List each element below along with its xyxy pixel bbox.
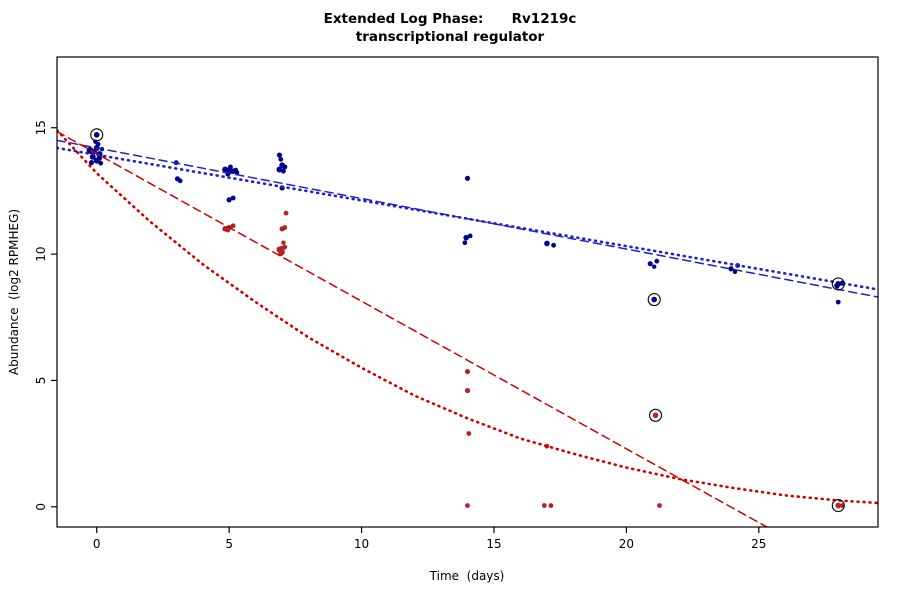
x-tick-label: 5	[225, 537, 233, 551]
y-tick-label: 15	[34, 120, 48, 135]
blue-replicates-point	[467, 233, 473, 239]
blue-replicates-point	[177, 178, 183, 184]
blue-replicates-point	[276, 152, 283, 158]
outlier-dot	[93, 132, 100, 138]
outlined-points	[90, 128, 845, 513]
blue-replicates-series	[86, 139, 845, 305]
outlined-point	[831, 498, 845, 513]
x-tick-label: 0	[93, 537, 101, 551]
chart-title-line2: transcriptional regulator	[355, 29, 545, 45]
y-tick-label: 5	[34, 377, 48, 385]
red-replicates-point	[283, 210, 289, 216]
blue-replicates-point	[276, 166, 283, 173]
blue-replicates-point	[463, 234, 469, 241]
chart-title: Extended Log Phase: Rv1219c transcriptio…	[324, 10, 577, 46]
axes: 0 5 10 15 20 25 0 5 10 15	[34, 120, 766, 551]
y-axis-label: Abundance (log2 RPMHEG)	[7, 208, 21, 376]
blue-replicates-point	[88, 160, 95, 166]
outlier-ring-icon	[831, 277, 845, 291]
trend-red-dotted-fit	[57, 128, 878, 505]
outlined-point	[831, 277, 845, 291]
blue-replicates-point	[551, 242, 556, 248]
plot-border	[56, 56, 879, 528]
x-tick-label: 10	[354, 537, 369, 551]
outlier-dot	[835, 502, 842, 509]
red-replicates-point	[281, 240, 286, 245]
red-replicates-point	[282, 244, 288, 250]
y-tick-label: 10	[34, 246, 48, 261]
x-axis-label: Time (days)	[429, 569, 505, 583]
red-replicates-point	[465, 503, 470, 508]
blue-replicates-point	[282, 164, 288, 170]
outlier-ring-icon	[647, 293, 661, 307]
red-replicates-point	[548, 503, 554, 508]
blue-replicates-point	[98, 160, 104, 166]
blue-replicates-point	[278, 156, 284, 162]
outlier-dot	[652, 412, 659, 419]
blue-replicates-point	[89, 153, 96, 160]
blue-replicates-point	[93, 157, 100, 164]
trend-lines	[57, 128, 878, 527]
outlier-ring-icon	[648, 408, 663, 422]
y-tick-label: 0	[34, 503, 48, 511]
blue-replicates-point	[462, 240, 468, 246]
trend-blue-dashed-fit	[57, 139, 878, 298]
blue-replicates-point	[728, 266, 734, 272]
red-replicates-point	[464, 368, 471, 375]
outlier-dot	[835, 281, 842, 287]
red-replicates-point	[464, 387, 471, 394]
outlier-dot	[651, 296, 658, 303]
outlier-ring-icon	[831, 498, 845, 513]
outlier-ring-icon	[90, 128, 104, 142]
outlined-point	[648, 408, 663, 422]
x-tick-label: 20	[619, 537, 634, 551]
blue-replicates-point	[228, 164, 233, 170]
trend-red-dashed-fit	[57, 130, 768, 527]
outlined-point	[90, 128, 104, 142]
red-replicates-point	[657, 503, 662, 508]
trend-blue-dotted-fit	[57, 146, 878, 291]
red-replicates-series	[222, 210, 845, 508]
blue-replicates-point	[835, 299, 841, 305]
blue-replicates-point	[281, 168, 286, 174]
blue-replicates-point	[647, 261, 653, 267]
blue-replicates-point	[226, 197, 232, 203]
data-points	[86, 139, 845, 508]
blue-replicates-point	[230, 195, 236, 201]
blue-replicates-point	[544, 240, 550, 247]
outlined-point	[647, 293, 661, 307]
red-replicates-point	[282, 225, 288, 230]
red-replicates-point	[466, 431, 472, 436]
blue-replicates-point	[464, 175, 471, 181]
chart-title-line1: Extended Log Phase: Rv1219c	[323, 11, 577, 27]
red-replicates-point	[541, 503, 547, 508]
x-tick-label: 15	[486, 537, 501, 551]
red-replicates-point	[230, 223, 236, 229]
red-replicates-point	[839, 503, 845, 508]
red-replicates-point	[225, 227, 231, 233]
blue-replicates-point	[654, 258, 660, 264]
blue-replicates-point	[652, 264, 657, 269]
x-tick-label: 25	[751, 537, 766, 551]
